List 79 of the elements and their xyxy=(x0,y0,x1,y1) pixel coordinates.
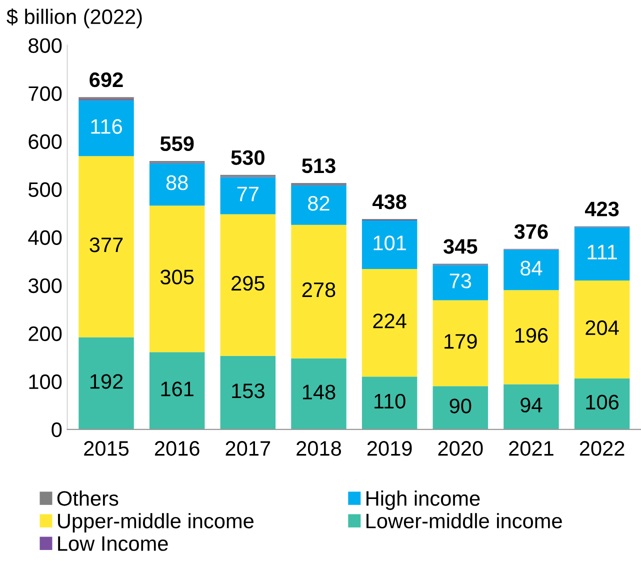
bar xyxy=(504,250,559,290)
data-label: 90 xyxy=(450,398,472,414)
data-label: 161 xyxy=(161,382,194,396)
total-label: 423 xyxy=(584,202,619,216)
x-tick-label: 2018 xyxy=(296,441,342,456)
bar xyxy=(432,300,488,386)
bar xyxy=(362,268,418,377)
data-label: 101 xyxy=(374,236,406,250)
bar xyxy=(504,384,559,430)
data-label: 111 xyxy=(588,244,617,260)
data-label: 204 xyxy=(586,320,619,336)
data-label: 88 xyxy=(166,175,188,190)
x-tick-label: 2019 xyxy=(367,441,412,456)
data-label: 305 xyxy=(160,270,194,284)
x-tick-label: 2016 xyxy=(154,441,200,456)
y-tick-label: 0 xyxy=(52,422,62,438)
bar xyxy=(432,265,488,300)
bar xyxy=(291,224,346,358)
x-tick-label: 2020 xyxy=(438,441,483,456)
legend-label: High income xyxy=(366,490,480,510)
data-label: 377 xyxy=(90,238,123,252)
bar xyxy=(432,386,488,430)
bar xyxy=(149,206,205,352)
data-label: 148 xyxy=(302,384,336,400)
x-tick-label: 2021 xyxy=(509,441,554,456)
bar xyxy=(574,280,630,378)
legend-label: Lower-middle income xyxy=(366,513,562,528)
y-tick-label: 700 xyxy=(28,86,62,101)
data-label: 94 xyxy=(520,398,542,412)
y-tick-label: 300 xyxy=(28,278,62,294)
x-tick-label: 2015 xyxy=(84,441,129,456)
bar xyxy=(78,337,134,430)
x-tick-label: 2022 xyxy=(580,441,624,456)
total-label: 513 xyxy=(302,158,336,174)
bar xyxy=(362,376,418,430)
data-label: 77 xyxy=(237,186,258,202)
y-tick-label: 800 xyxy=(28,38,62,53)
data-label: 278 xyxy=(302,282,336,298)
bar xyxy=(149,352,205,430)
legend-label: Low Income xyxy=(58,536,168,551)
bar xyxy=(504,290,559,384)
bar xyxy=(291,185,346,225)
y-tick-label: 500 xyxy=(28,182,62,198)
data-label: 84 xyxy=(520,260,542,276)
data-label: 82 xyxy=(308,196,330,211)
y-tick-label: 200 xyxy=(28,326,62,342)
total-label: 376 xyxy=(514,224,548,239)
bar xyxy=(78,156,134,338)
total-label: 559 xyxy=(160,136,194,152)
y-tick-label: 400 xyxy=(28,230,62,246)
x-tick-label: 2017 xyxy=(226,441,270,456)
data-label: 192 xyxy=(90,374,123,389)
y-tick-label: 100 xyxy=(29,374,62,390)
total-label: 692 xyxy=(90,72,123,88)
legend-label: Others xyxy=(57,490,118,506)
bar xyxy=(149,163,205,206)
data-label: 153 xyxy=(232,384,264,398)
data-label: 179 xyxy=(444,334,477,349)
legend-label: Upper-middle income xyxy=(58,513,254,532)
data-label: 116 xyxy=(91,119,122,134)
data-label: 295 xyxy=(232,276,264,291)
bar xyxy=(291,358,346,430)
data-label: 73 xyxy=(450,274,472,288)
bar xyxy=(220,356,276,430)
bar xyxy=(220,177,276,214)
data-label: 224 xyxy=(373,314,406,328)
bar xyxy=(574,227,630,281)
bar xyxy=(220,214,276,356)
bar xyxy=(78,100,134,156)
data-label: 106 xyxy=(586,394,619,410)
total-label: 438 xyxy=(372,194,406,210)
total-label: 345 xyxy=(443,239,478,254)
data-label: 196 xyxy=(515,328,548,343)
y-tick-label: 600 xyxy=(28,134,62,150)
y-axis-title: $ billion (2022) xyxy=(6,8,142,28)
data-label: 110 xyxy=(374,394,406,409)
bar xyxy=(362,220,418,269)
total-label: 530 xyxy=(231,150,264,166)
bar xyxy=(574,378,630,430)
